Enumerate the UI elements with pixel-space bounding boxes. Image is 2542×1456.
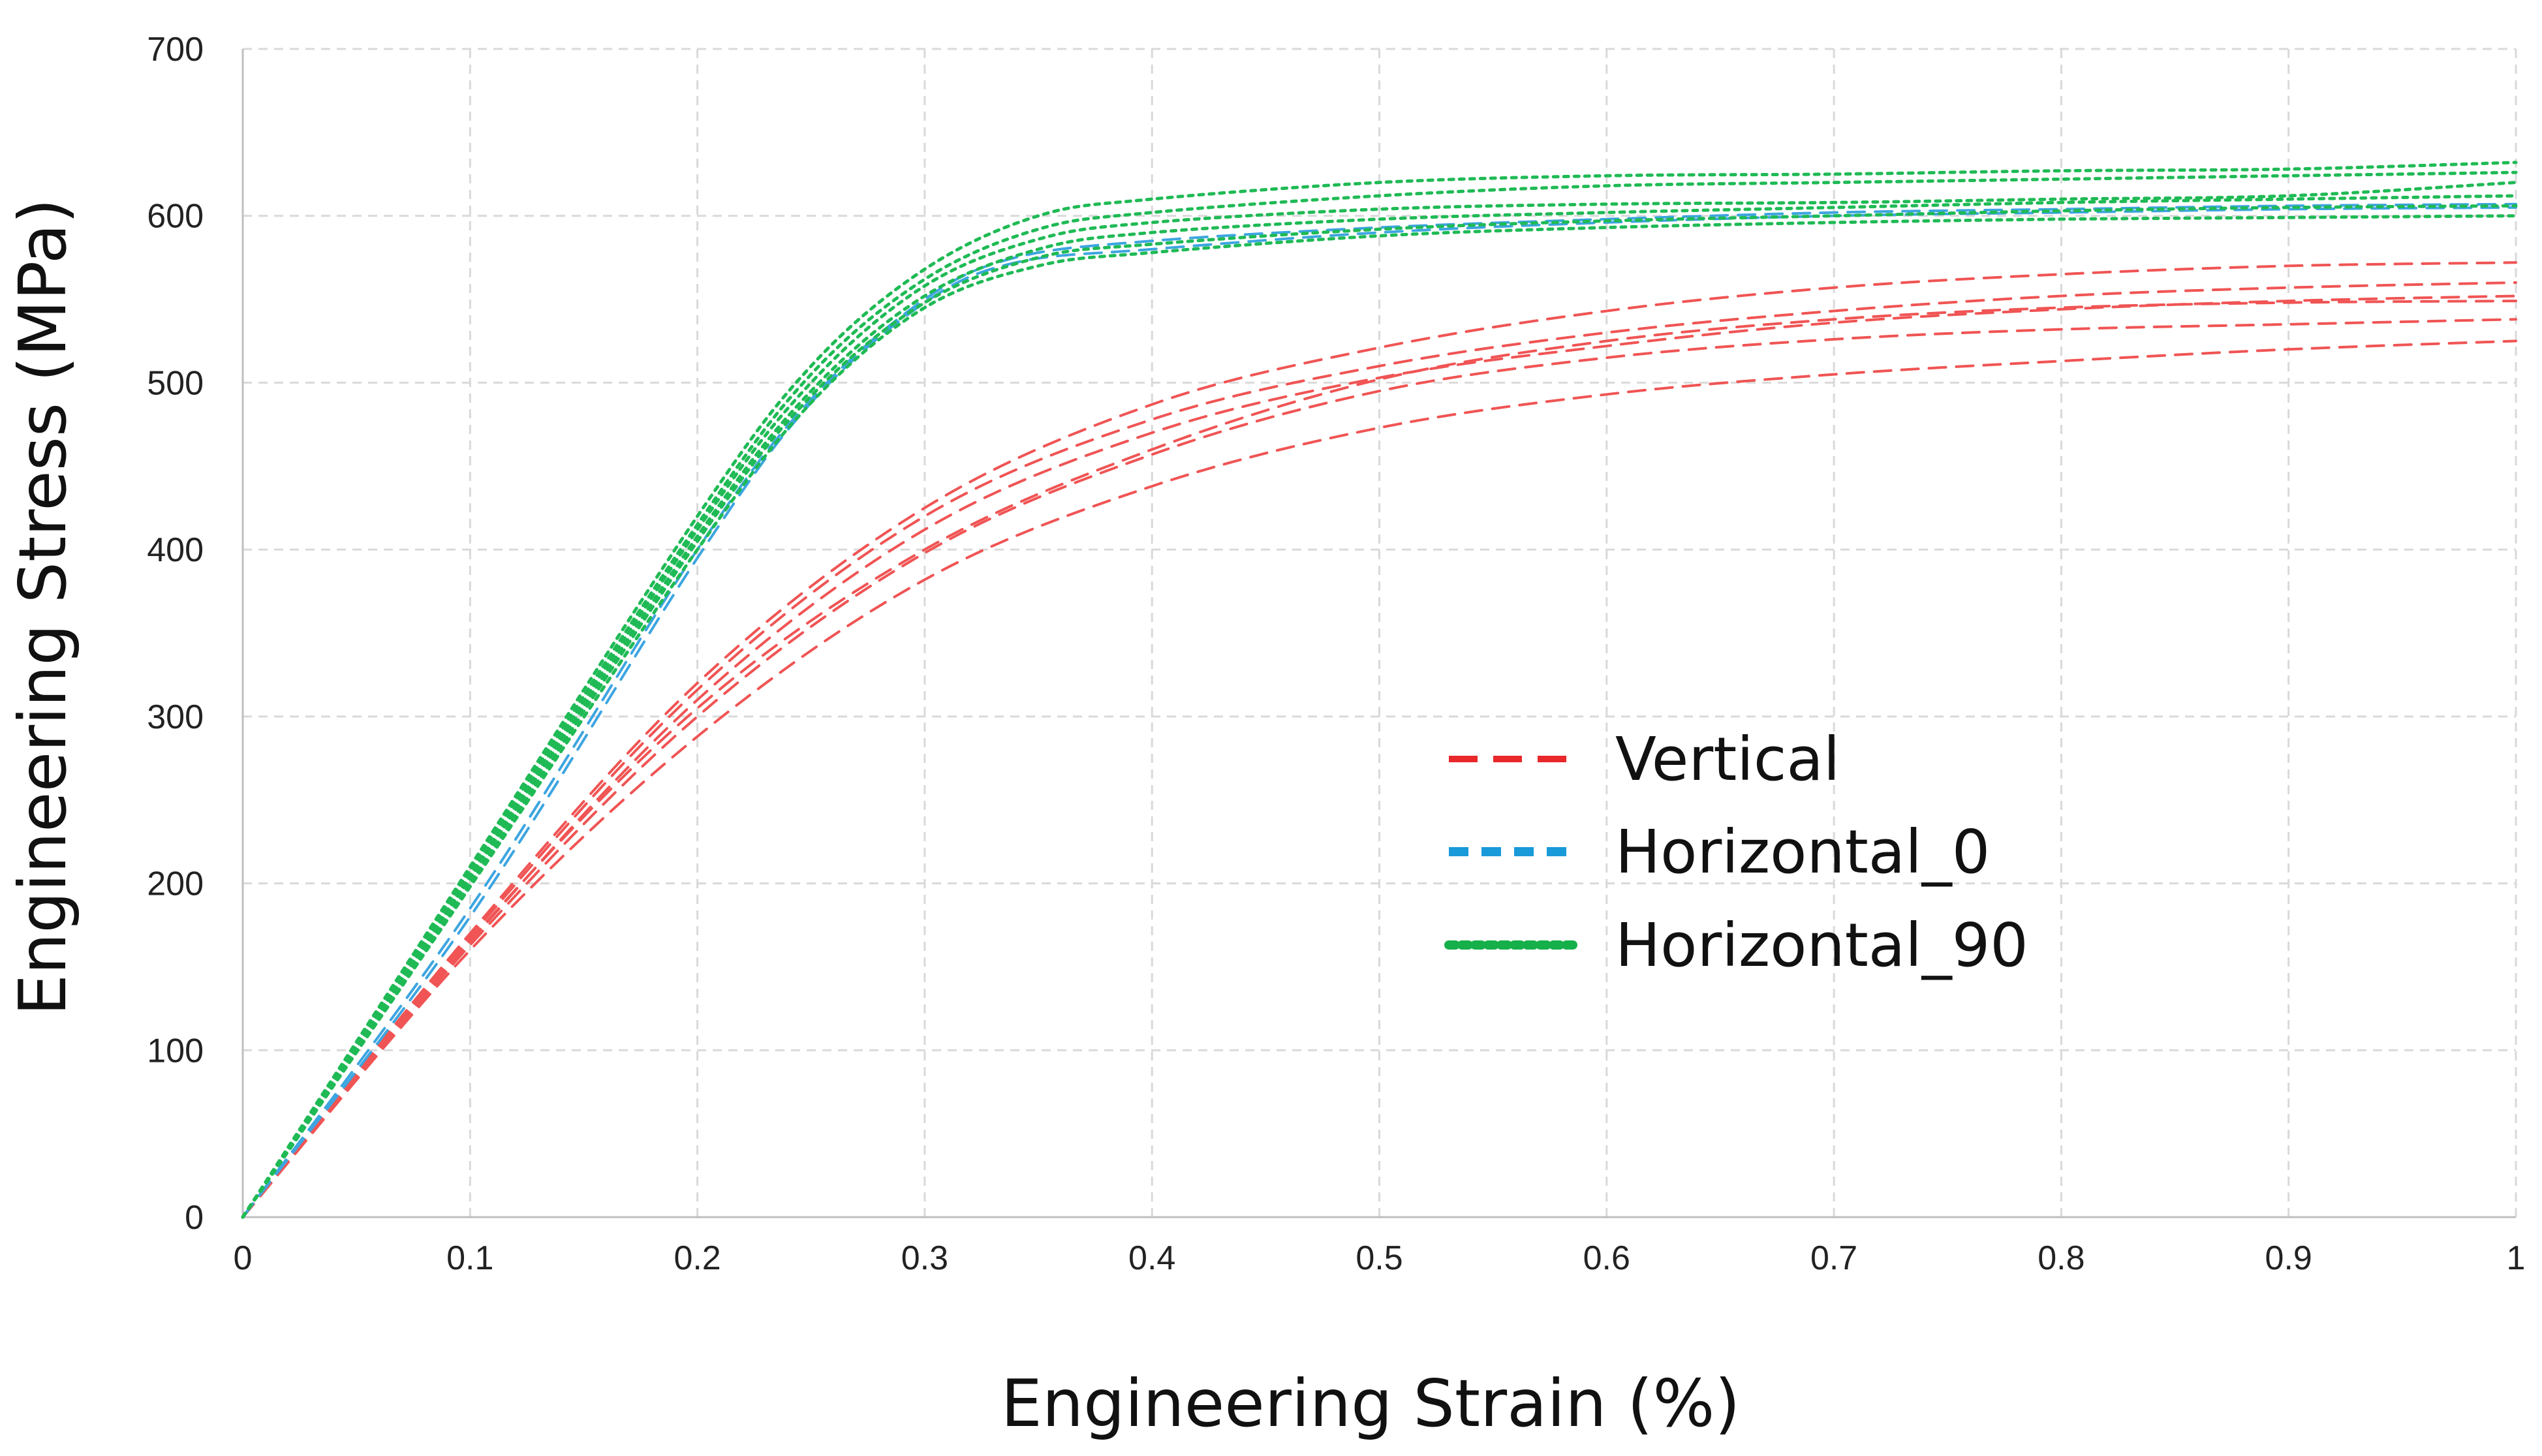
series-line-vertical-1 <box>241 281 2517 1218</box>
series-line-vertical-3 <box>241 300 2517 1218</box>
x-tick-labels: 0 0.1 0.2 0.3 0.4 0.5 0.6 0.7 0.8 0.9 1 <box>234 1239 2526 1277</box>
axes <box>241 49 2516 1218</box>
y-tick-label: 200 <box>147 865 204 903</box>
x-tick-label: 0.3 <box>901 1239 948 1277</box>
series-line-horizontal-90-8 <box>241 161 2518 1219</box>
series-line-horizontal-90-13 <box>241 214 2518 1219</box>
x-tick-label: 0.5 <box>1356 1239 1403 1277</box>
y-tick-labels: 0 100 200 300 400 500 600 700 <box>147 31 204 1237</box>
series-line-vertical-0 <box>241 261 2517 1218</box>
series-line-horizontal-90-11 <box>241 194 2518 1219</box>
x-tick-label: 0 <box>234 1239 253 1277</box>
y-tick-label: 500 <box>147 364 204 402</box>
series-line-vertical-4 <box>241 318 2517 1218</box>
series-line-horizontal-0-6 <box>241 202 2517 1218</box>
series-line-horizontal-0-7 <box>241 206 2517 1218</box>
x-tick-label: 0.6 <box>1583 1239 1630 1277</box>
x-axis-title: Engineering Strain (%) <box>1001 1365 1741 1442</box>
legend-label-vertical: Vertical <box>1615 724 1840 794</box>
legend-label-horizontal-90: Horizontal_90 <box>1615 910 2028 980</box>
y-tick-label: 0 <box>185 1199 204 1237</box>
x-tick-label: 0.1 <box>446 1239 493 1277</box>
y-tick-label: 100 <box>147 1032 204 1070</box>
x-tick-label: 0.2 <box>674 1239 721 1277</box>
x-tick-label: 0.7 <box>1810 1239 1857 1277</box>
series-line-horizontal-90-10 <box>241 181 2518 1219</box>
x-tick-label: 0.4 <box>1128 1239 1175 1277</box>
series-line-horizontal-90-12 <box>241 204 2518 1219</box>
series-line-vertical-5 <box>241 339 2517 1218</box>
legend-label-horizontal-0: Horizontal_0 <box>1615 817 1990 887</box>
y-tick-label: 400 <box>147 531 204 569</box>
y-tick-label: 700 <box>147 31 204 69</box>
y-axis-title: Engineering Stress (MPa) <box>5 198 81 1015</box>
grid-lines <box>243 48 2517 1217</box>
series-line-horizontal-90-9 <box>241 170 2518 1219</box>
y-tick-label: 600 <box>147 198 204 236</box>
x-tick-label: 1 <box>2507 1239 2526 1277</box>
x-tick-label: 0.9 <box>2265 1239 2312 1277</box>
data-series <box>241 161 2518 1219</box>
legend: Vertical Horizontal_0 Horizontal_90 <box>1444 724 2028 980</box>
x-tick-label: 0.8 <box>2038 1239 2085 1277</box>
y-tick-label: 300 <box>147 698 204 736</box>
